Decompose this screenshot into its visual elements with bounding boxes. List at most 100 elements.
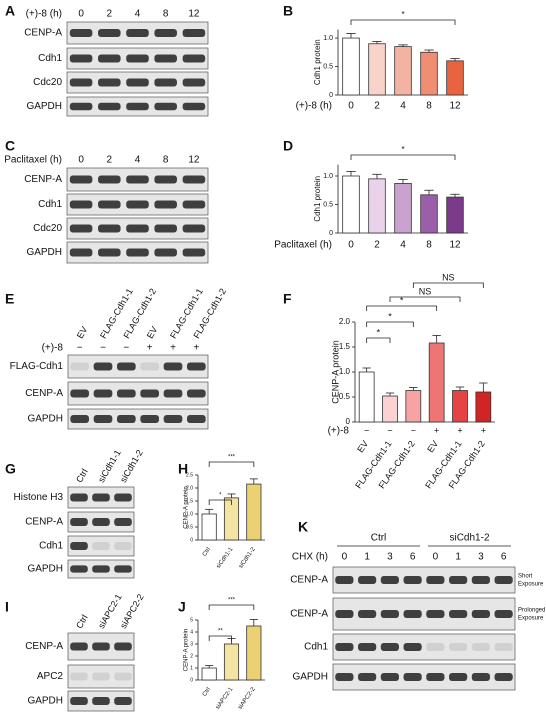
band	[114, 697, 132, 705]
protein-label: GAPDH	[27, 414, 63, 425]
bar	[452, 390, 468, 423]
significance-label: *	[388, 311, 392, 321]
x-tick-label: 4	[400, 101, 406, 112]
band	[140, 415, 159, 423]
band	[154, 224, 177, 233]
treatment-sign: −	[77, 343, 83, 354]
significance-label: *	[219, 493, 222, 499]
bar	[342, 175, 360, 234]
band	[98, 102, 121, 111]
x-tick-label: 4	[400, 240, 406, 251]
protein-label: FLAG-Cdh1	[10, 361, 64, 372]
band	[92, 672, 110, 681]
bar	[358, 371, 375, 423]
y-tick-label: 0	[346, 417, 351, 426]
panel-label: H	[178, 461, 188, 477]
exposure-note: Short	[518, 574, 533, 580]
bar	[342, 37, 360, 96]
band	[93, 415, 113, 423]
band	[471, 643, 490, 651]
protein-label: CENP-A	[290, 609, 328, 620]
band	[126, 78, 149, 87]
band	[92, 542, 110, 550]
panel-label: B	[283, 3, 293, 19]
band	[358, 576, 377, 584]
bar	[201, 667, 217, 681]
blot-strip	[67, 354, 209, 379]
band	[69, 175, 93, 184]
band	[98, 78, 121, 87]
treatment-sign: −	[411, 425, 416, 435]
band	[126, 29, 149, 37]
significance-bracket	[366, 321, 414, 327]
lane-label: 3	[387, 552, 393, 563]
y-tick-label: 1	[190, 665, 193, 671]
band	[182, 102, 206, 111]
band	[114, 493, 132, 502]
band	[126, 248, 149, 257]
y-tick-label: 1.5	[186, 498, 193, 504]
treatment-label: (+)-8	[328, 426, 350, 437]
band	[187, 362, 206, 371]
band	[182, 200, 206, 209]
band	[98, 54, 121, 63]
bar	[394, 183, 412, 234]
protein-label: GAPDH	[292, 672, 328, 683]
panel-label: G	[5, 461, 16, 477]
condition-label: (+)-8 (h)	[26, 9, 62, 20]
band	[426, 673, 445, 681]
panel-label: C	[5, 138, 15, 154]
significance-bracket	[350, 154, 456, 160]
x-tick-label: EV	[355, 439, 370, 455]
band	[426, 643, 445, 651]
y-tick-label: 2	[190, 653, 193, 659]
band	[426, 610, 445, 618]
lane-label: 12	[188, 9, 200, 20]
significance-label: ***	[228, 455, 236, 461]
band	[163, 389, 183, 398]
band	[494, 610, 513, 618]
lane-label: 0	[433, 552, 439, 563]
band	[403, 673, 422, 681]
bar	[201, 513, 217, 541]
band	[154, 29, 177, 37]
band	[69, 102, 93, 111]
band	[126, 175, 149, 184]
x-tick-label: 2	[374, 101, 380, 112]
y-tick-label: 0	[329, 92, 333, 99]
panel-label: K	[298, 519, 308, 535]
band	[154, 175, 177, 184]
band	[403, 576, 422, 584]
band	[92, 642, 110, 651]
x-tick-label: 12	[449, 240, 461, 251]
band	[98, 248, 121, 257]
treatment-sign: −	[123, 343, 129, 354]
x-tick-label: 2	[374, 240, 380, 251]
y-tick-label: 0.5	[323, 201, 333, 208]
band	[126, 102, 149, 111]
band	[187, 415, 206, 423]
protein-label: CENP-A	[25, 517, 63, 528]
protein-label: APC2	[37, 671, 64, 682]
bar	[223, 643, 240, 681]
band	[335, 610, 354, 618]
band	[98, 200, 121, 209]
y-tick-label: 2.5	[186, 472, 193, 478]
significance-label: *	[401, 145, 404, 154]
bar	[446, 196, 464, 234]
protein-label: GAPDH	[26, 247, 62, 258]
y-axis-label: Cdh1 protein	[313, 39, 322, 85]
protein-label: Cdc20	[33, 223, 62, 234]
lane-label: 6	[501, 552, 507, 563]
band	[182, 78, 206, 87]
treatment-sign: +	[170, 343, 176, 354]
band	[117, 362, 136, 371]
significance-label: *	[401, 10, 404, 19]
band	[154, 102, 177, 111]
exposure-note: Exposure	[518, 616, 544, 622]
band	[471, 576, 490, 584]
band	[69, 200, 93, 209]
band	[70, 642, 88, 651]
x-tick-label: Ctrl	[202, 687, 212, 698]
band	[358, 610, 377, 618]
